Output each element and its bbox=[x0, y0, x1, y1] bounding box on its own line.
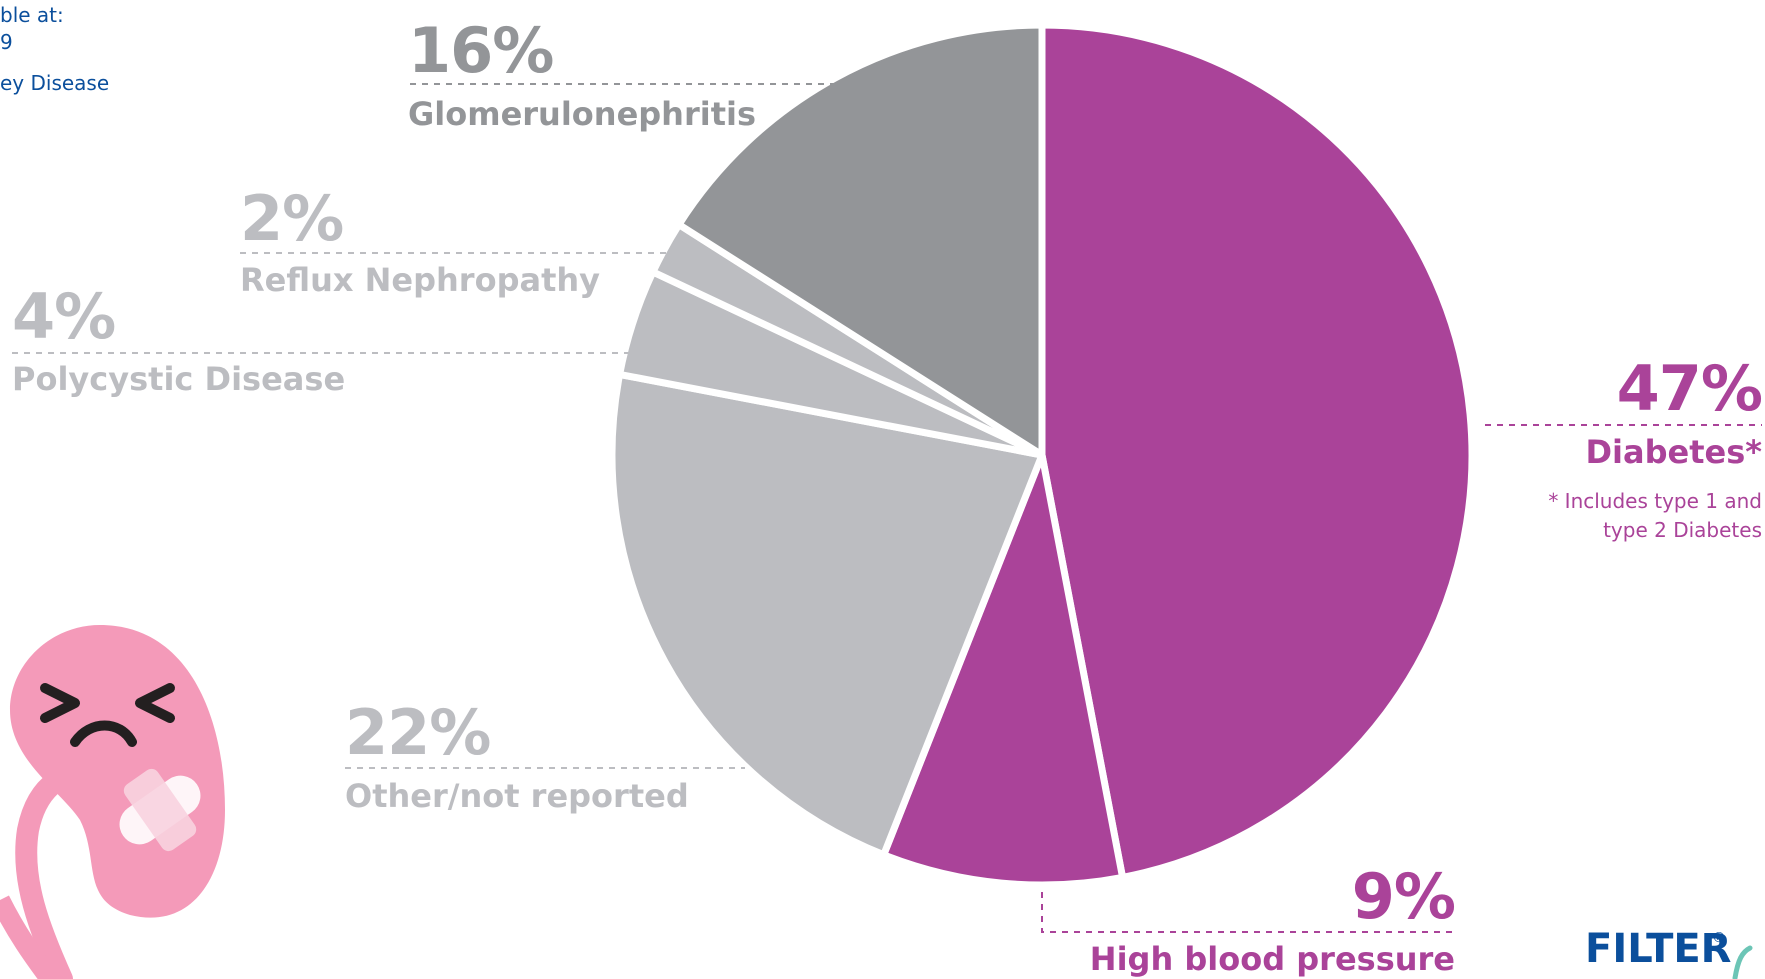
filter-logo: FILTER ® bbox=[1585, 926, 1753, 979]
pie bbox=[608, 21, 1476, 889]
label-glomerulonephritis: Glomerulonephritis bbox=[408, 95, 756, 133]
label-polycystic-disease: Polycystic Disease bbox=[12, 360, 345, 398]
leader-lines bbox=[12, 83, 1762, 933]
slice-labels: 16% Glomerulonephritis 2% Reflux Nephrop… bbox=[12, 14, 1763, 978]
pct-other: 22% bbox=[345, 696, 490, 769]
pie-slice-high-blood-pressure bbox=[880, 451, 1127, 889]
pie-slice-other bbox=[608, 370, 1046, 859]
pct-reflux-nephropathy: 2% bbox=[240, 182, 343, 255]
pct-glomerulonephritis: 16% bbox=[408, 14, 553, 87]
footnote-line-1: * Includes type 1 and bbox=[1548, 489, 1762, 513]
pie-slice-glomerulonephritis bbox=[675, 21, 1046, 459]
logo-swoosh-icon bbox=[1732, 945, 1753, 979]
source-line-1: ble at: bbox=[0, 3, 64, 27]
logo-text: FILTER bbox=[1585, 926, 1731, 972]
label-high-blood-pressure: High blood pressure bbox=[1090, 940, 1455, 978]
source-note: ble at: 9 ey Disease bbox=[0, 3, 109, 95]
logo-mark: ® bbox=[1712, 930, 1726, 946]
pct-diabetes: 47% bbox=[1617, 352, 1762, 425]
label-other: Other/not reported bbox=[345, 777, 689, 815]
source-line-3: ey Disease bbox=[0, 71, 109, 95]
pct-polycystic-disease: 4% bbox=[12, 280, 115, 353]
label-diabetes: Diabetes* bbox=[1585, 433, 1762, 471]
footnote-line-2: type 2 Diabetes bbox=[1603, 518, 1762, 542]
source-line-2: 9 bbox=[0, 30, 13, 54]
pie-slice-diabetes bbox=[1038, 21, 1476, 881]
kidney-mascot-icon bbox=[0, 625, 225, 979]
pct-high-blood-pressure: 9% bbox=[1352, 860, 1455, 933]
leader-line-high-blood-pressure bbox=[1041, 892, 1455, 933]
label-reflux-nephropathy: Reflux Nephropathy bbox=[240, 261, 600, 299]
